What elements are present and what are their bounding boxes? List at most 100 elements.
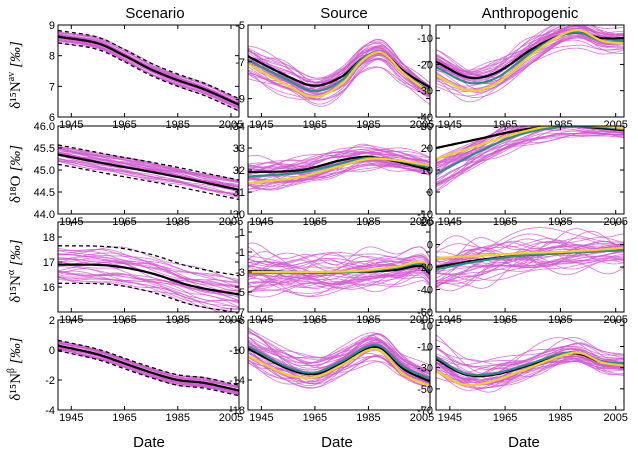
- row-label-main: δ¹⁵N: [8, 275, 24, 303]
- ensemble-line: [436, 345, 624, 380]
- y-tick-label: 18: [43, 232, 55, 244]
- mean-line: [248, 155, 430, 174]
- y-tick-label: 10: [421, 165, 433, 177]
- ensemble-line: [436, 257, 624, 282]
- y-tick-label: 0: [427, 240, 433, 252]
- row-label-sup: av: [6, 72, 17, 81]
- y-tick-label: 45.5: [34, 143, 55, 155]
- axes-frame: [247, 221, 431, 313]
- ensemble-line: [436, 343, 624, 365]
- y-tick-label: 7: [49, 81, 55, 93]
- y-tick-label: -30: [417, 363, 433, 375]
- y-tick-label: 45.0: [34, 165, 55, 177]
- y-tick-label: -2: [45, 375, 55, 387]
- y-tick-label: -60: [417, 307, 433, 319]
- ensemble-line: [248, 253, 430, 267]
- ensemble-line: [58, 270, 239, 303]
- ensemble-line: [436, 126, 624, 165]
- row-label-1: δ¹⁸O [‰]: [8, 145, 24, 203]
- ensemble-line: [58, 158, 239, 193]
- x-tick-label: 1945: [59, 412, 83, 424]
- y-tick-label: -10: [229, 345, 245, 357]
- teal-line: [436, 31, 624, 85]
- column-title-scenario: Scenario: [125, 5, 184, 22]
- ensemble-line: [248, 148, 430, 169]
- panel-r3-c0: -4 -2 0 2 1945 1965 1985 2005: [45, 315, 243, 424]
- ensemble-line: [248, 340, 430, 373]
- bound-line: [58, 144, 239, 181]
- plot-area: [58, 339, 239, 397]
- y-tick-label: -10: [417, 209, 433, 221]
- teal-line: [436, 126, 624, 176]
- panel-r1-c1: 30 31 32 33 34 1945 1965 1985 2005: [233, 121, 434, 228]
- ensemble-line: [58, 151, 239, 188]
- x-tick-label: 2005: [219, 119, 243, 131]
- axes-frame: [247, 24, 431, 118]
- x-axis-label-source: Date: [321, 434, 353, 451]
- ensemble-line: [436, 227, 624, 263]
- plot-area: [436, 126, 624, 192]
- plot-area: [436, 334, 624, 393]
- row-label-unit: [‰]: [8, 41, 24, 68]
- y-tick-label: 34: [233, 121, 245, 133]
- bound-line: [58, 350, 239, 397]
- x-tick-label: 1945: [59, 119, 83, 131]
- y-tick-label: -20: [417, 59, 433, 71]
- bound-line: [58, 42, 239, 112]
- ensemble-line: [436, 230, 624, 272]
- bound-line: [58, 163, 239, 201]
- axes-frame: [57, 24, 240, 118]
- y-tick-label: 30: [421, 121, 433, 133]
- x-tick-label: 1945: [249, 412, 273, 424]
- ensemble-line: [58, 276, 239, 310]
- ensemble-line: [58, 158, 239, 195]
- axes-frame: [435, 24, 625, 118]
- ensemble-line: [58, 266, 239, 301]
- y-tick-label: -4: [45, 405, 55, 417]
- y-tick-label: -7: [235, 57, 245, 69]
- y-tick-label: -70: [417, 405, 433, 417]
- x-tick-label: 2005: [603, 412, 627, 424]
- row-label-unit: [‰]: [8, 145, 24, 172]
- y-tick-label: 20: [421, 143, 433, 155]
- y-tick-label: -5: [235, 20, 245, 32]
- axes-frame: [57, 319, 240, 411]
- yellow-line: [248, 157, 430, 185]
- x-tick-label: 1945: [438, 412, 462, 424]
- y-tick-label: 16: [43, 282, 55, 294]
- mean-line: [58, 35, 239, 106]
- ensemble-line: [436, 126, 517, 164]
- ensemble-line: [436, 132, 624, 186]
- teal-line: [436, 249, 624, 271]
- y-tick-label: -10: [417, 33, 433, 45]
- ensemble-line: [58, 160, 239, 197]
- y-tick-label: -6: [235, 315, 245, 327]
- x-tick-label: 2005: [219, 412, 243, 424]
- row-label-main: δ¹⁸O: [8, 175, 24, 203]
- yellow-line: [436, 351, 624, 387]
- ensemble-line: [248, 161, 430, 190]
- ensemble-line: [248, 345, 430, 384]
- plot-area: [58, 144, 239, 201]
- x-tick-label: 2005: [410, 119, 434, 131]
- ensemble-line: [436, 132, 624, 192]
- ensemble-line: [248, 270, 430, 284]
- y-tick-label: 17: [43, 257, 55, 269]
- x-tick-label: 1965: [112, 119, 136, 131]
- ensemble-line: [436, 126, 508, 160]
- row-label-sup: β: [6, 368, 17, 373]
- plot-area: [436, 25, 624, 103]
- yellow-line: [436, 126, 624, 161]
- yellow-line: [248, 260, 430, 274]
- ensemble-line: [248, 330, 430, 372]
- ensemble-line: [436, 257, 624, 288]
- axes-frame: [247, 319, 431, 411]
- panel-r3-c1: -6 -10 -14 -18 1945 1965 1985 2005: [229, 315, 434, 424]
- y-tick-label: -40: [417, 285, 433, 297]
- ensemble-line: [248, 151, 430, 171]
- ensemble-line: [436, 334, 624, 375]
- y-tick-label: -9: [235, 94, 245, 106]
- teal-line: [248, 344, 430, 380]
